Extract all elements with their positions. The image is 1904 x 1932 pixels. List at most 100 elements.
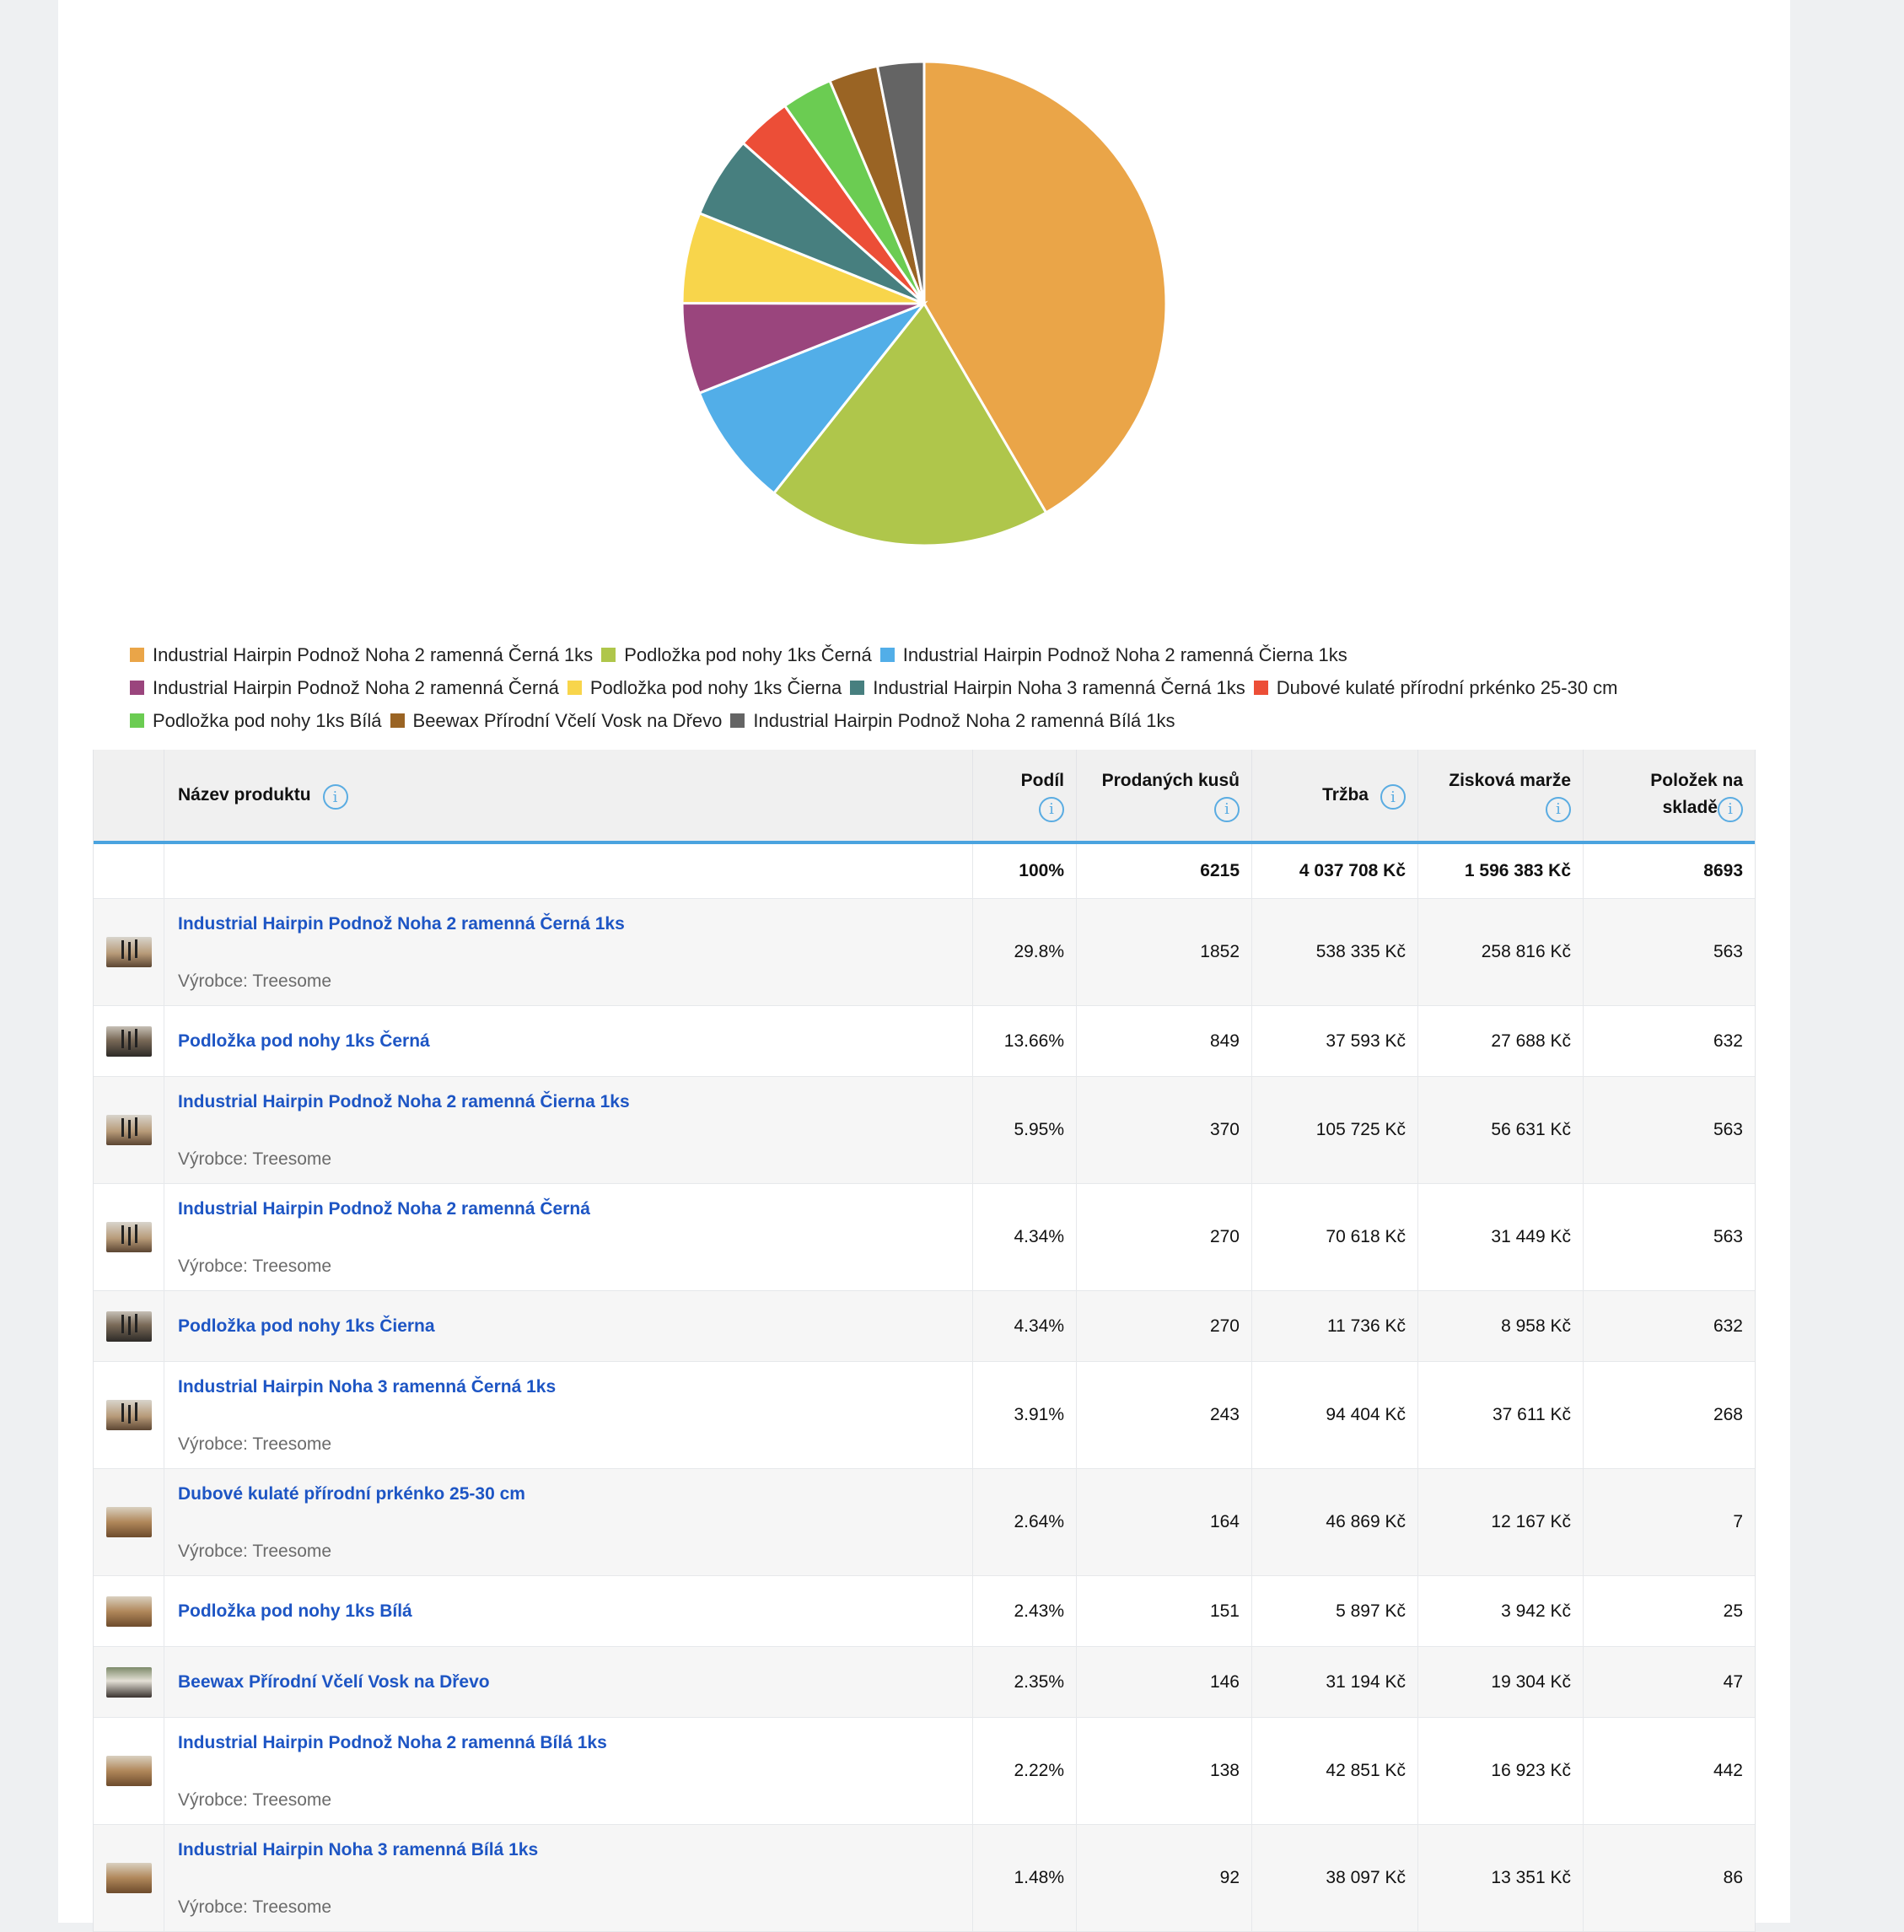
pie-slice[interactable]	[697, 300, 928, 496]
product-share: 2.22%	[973, 1718, 1077, 1824]
header-product-name-label: Název produktu	[178, 785, 311, 805]
table-row[interactable]: Industrial Hairpin Podnož Noha 2 ramenná…	[94, 1184, 1755, 1291]
product-link[interactable]: Industrial Hairpin Podnož Noha 2 ramenná…	[178, 1199, 590, 1219]
product-link[interactable]: Industrial Hairpin Podnož Noha 2 ramenná…	[178, 914, 625, 934]
product-link[interactable]: Industrial Hairpin Noha 3 ramenná Černá …	[178, 1377, 557, 1397]
legend-item[interactable]: Industrial Hairpin Podnož Noha 2 ramenná…	[130, 643, 593, 666]
product-thumbnail[interactable]	[105, 1507, 152, 1537]
legend-item[interactable]: Dubové kulaté přírodní prkénko 25-30 cm	[1253, 676, 1618, 699]
info-icon[interactable]: i	[322, 784, 348, 810]
table-row[interactable]: Industrial Hairpin Noha 3 ramenná Černá …	[94, 1362, 1755, 1469]
chart-legend: Industrial Hairpin Podnož Noha 2 ramenná…	[130, 643, 1732, 732]
header-share[interactable]: Podíl i	[973, 750, 1077, 841]
product-revenue: 38 097 Kč	[1252, 1825, 1418, 1931]
legend-item[interactable]: Industrial Hairpin Noha 3 ramenná Černá …	[850, 676, 1245, 699]
total-share: 100%	[973, 844, 1077, 898]
header-stock-label-1: Položek na	[1650, 771, 1743, 790]
product-link[interactable]: Dubové kulaté přírodní prkénko 25-30 cm	[178, 1484, 525, 1504]
product-share: 4.34%	[973, 1291, 1077, 1361]
product-thumbnail[interactable]	[105, 937, 152, 967]
header-image-col	[94, 750, 164, 841]
product-thumbnail[interactable]	[105, 1666, 152, 1698]
product-link[interactable]: Podložka pod nohy 1ks Čierna	[178, 1316, 435, 1336]
product-link[interactable]: Podložka pod nohy 1ks Černá	[178, 1031, 430, 1051]
legend-item[interactable]: Industrial Hairpin Podnož Noha 2 ramenná…	[879, 643, 1347, 666]
product-margin: 258 816 Kč	[1418, 899, 1584, 1005]
product-sold: 151	[1077, 1576, 1252, 1646]
product-thumbnail-cell	[94, 1469, 164, 1575]
product-name-cell: Industrial Hairpin Podnož Noha 2 ramenná…	[164, 1077, 973, 1183]
product-thumbnail[interactable]	[105, 1115, 152, 1145]
product-thumbnail-cell	[94, 1291, 164, 1361]
table-row[interactable]: Podložka pod nohy 1ks Černá 13.66% 849 37 5…	[94, 1006, 1755, 1077]
legend-item[interactable]: Beewax Přírodní Včelí Vosk na Dřevo	[390, 709, 723, 732]
product-revenue: 94 404 Kč	[1252, 1362, 1418, 1468]
product-thumbnail[interactable]	[105, 1863, 152, 1893]
product-thumbnail-cell	[94, 1077, 164, 1183]
legend-label: Industrial Hairpin Podnož Noha 2 ramenná…	[902, 644, 1347, 665]
header-margin[interactable]: Zisková marže i	[1418, 750, 1584, 841]
legend-item[interactable]: Podložka pod nohy 1ks Čierna	[567, 676, 842, 699]
legend-swatch	[1253, 681, 1268, 695]
product-name-cell: Dubové kulaté přírodní prkénko 25-30 cm V…	[164, 1469, 973, 1575]
product-sold: 164	[1077, 1469, 1252, 1575]
info-icon[interactable]: i	[1546, 797, 1571, 822]
table-row[interactable]: Podložka pod nohy 1ks Čierna 4.34% 270 11 7…	[94, 1291, 1755, 1362]
product-thumbnail-cell	[94, 1825, 164, 1931]
legend-item[interactable]: Industrial Hairpin Podnož Noha 2 ramenná…	[730, 709, 1175, 732]
info-icon[interactable]: i	[1039, 797, 1064, 822]
product-maker: Výrobce: Treesome	[178, 1542, 332, 1561]
product-name-cell: Industrial Hairpin Podnož Noha 2 ramenná…	[164, 1718, 973, 1824]
product-thumbnail[interactable]	[105, 1400, 152, 1430]
table-row[interactable]: Industrial Hairpin Podnož Noha 2 ramenná…	[94, 1718, 1755, 1825]
info-icon[interactable]: i	[1214, 797, 1240, 822]
product-link[interactable]: Beewax Přírodní Včelí Vosk na Dřevo	[178, 1671, 490, 1692]
product-sold: 92	[1077, 1825, 1252, 1931]
product-share: 4.34%	[973, 1184, 1077, 1290]
legend-label: Industrial Hairpin Podnož Noha 2 ramenná…	[153, 644, 594, 665]
legend-swatch	[130, 713, 144, 728]
product-thumbnail[interactable]	[105, 1025, 152, 1057]
product-sold: 270	[1077, 1291, 1252, 1361]
legend-item[interactable]: Industrial Hairpin Podnož Noha 2 ramenná…	[130, 676, 559, 699]
product-share: 13.66%	[973, 1006, 1077, 1076]
legend-label: Beewax Přírodní Včelí Vosk na Dřevo	[412, 710, 723, 731]
legend-item[interactable]: Podložka pod nohy 1ks Bílá	[130, 709, 382, 732]
product-thumbnail[interactable]	[105, 1222, 152, 1252]
info-icon[interactable]: i	[1380, 784, 1406, 810]
product-revenue: 31 194 Kč	[1252, 1647, 1418, 1717]
table-row[interactable]: Industrial Hairpin Podnož Noha 2 ramenná…	[94, 899, 1755, 1006]
header-product-name[interactable]: Název produktu i	[164, 750, 973, 841]
pie-slice[interactable]	[772, 301, 1048, 547]
product-link[interactable]: Podložka pod nohy 1ks Bílá	[178, 1601, 412, 1621]
product-sold: 1852	[1077, 899, 1252, 1005]
info-icon[interactable]: i	[1718, 797, 1743, 822]
legend-label: Industrial Hairpin Podnož Noha 2 ramenná…	[753, 710, 1175, 731]
table-row[interactable]: Podložka pod nohy 1ks Bílá 2.43% 151 5 897 …	[94, 1576, 1755, 1647]
product-thumbnail-cell	[94, 1576, 164, 1646]
totals-image-cell	[94, 844, 164, 898]
product-link[interactable]: Industrial Hairpin Podnož Noha 2 ramenná…	[178, 1092, 630, 1111]
product-stock: 47	[1723, 1671, 1743, 1692]
legend-label: Podložka pod nohy 1ks Bílá	[153, 710, 382, 731]
header-stock[interactable]: Položek na skladě i	[1584, 750, 1755, 841]
table-row[interactable]: Industrial Hairpin Noha 3 ramenná Bílá 1…	[94, 1825, 1755, 1932]
product-link[interactable]: Industrial Hairpin Podnož Noha 2 ramenná…	[178, 1733, 607, 1752]
table-row[interactable]: Dubové kulaté přírodní prkénko 25-30 cm V…	[94, 1469, 1755, 1576]
product-thumbnail[interactable]	[105, 1596, 152, 1627]
header-sold[interactable]: Prodaných kusů i	[1077, 750, 1252, 841]
table-row[interactable]: Beewax Přírodní Včelí Vosk na Dřevo 2.35%…	[94, 1647, 1755, 1718]
product-thumbnail[interactable]	[105, 1756, 152, 1786]
pie-slice[interactable]	[875, 60, 926, 304]
product-link[interactable]: Industrial Hairpin Noha 3 ramenná Bílá 1…	[178, 1840, 539, 1859]
legend-swatch	[730, 713, 745, 728]
product-stock: 25	[1723, 1601, 1743, 1621]
pie-slice[interactable]	[922, 60, 1168, 514]
legend-label: Dubové kulaté přírodní prkénko 25-30 cm	[1276, 677, 1618, 698]
product-thumbnail[interactable]	[105, 1310, 152, 1342]
legend-swatch	[390, 713, 405, 728]
table-row[interactable]: Industrial Hairpin Podnož Noha 2 ramenná…	[94, 1077, 1755, 1184]
header-revenue[interactable]: Tržba i	[1252, 750, 1418, 841]
product-share: 29.8%	[973, 899, 1077, 1005]
legend-item[interactable]: Podložka pod nohy 1ks Černá	[601, 643, 872, 666]
